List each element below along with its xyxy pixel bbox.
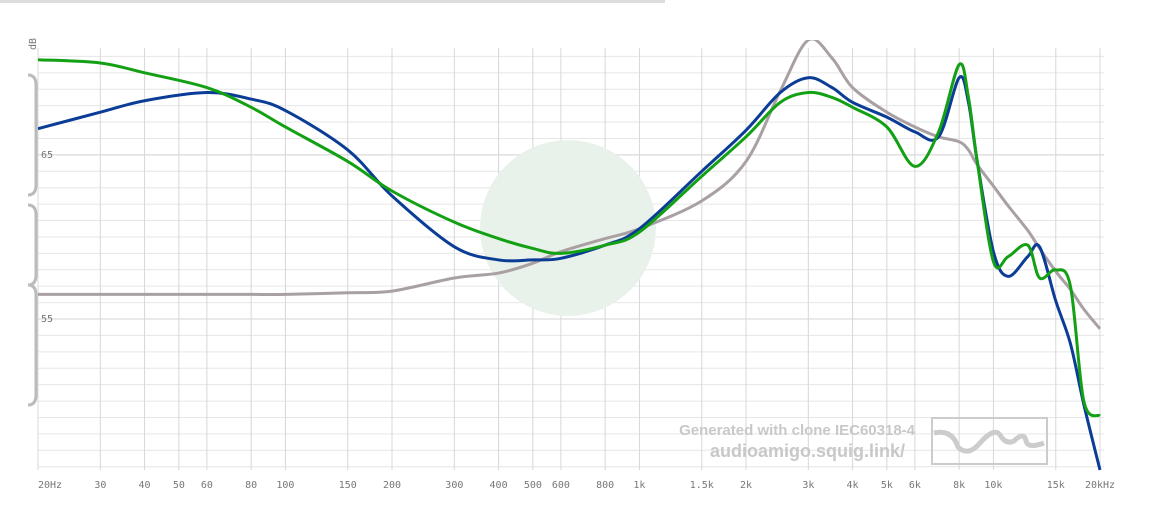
top-bar [0, 0, 665, 3]
scale-handle[interactable] [27, 73, 38, 407]
x-tick-label: 40 [139, 480, 151, 491]
x-tick-label: 4k [847, 480, 859, 491]
x-tick-label: 600 [552, 480, 570, 491]
y-tick-label: 55 [41, 314, 53, 325]
x-tick-label: 80 [245, 480, 257, 491]
x-tick-label: 3k [802, 480, 814, 491]
watermark-text: Generated with clone IEC60318-4 [679, 422, 916, 439]
x-tick-label: 15k [1047, 480, 1065, 491]
x-tick-label: 500 [524, 480, 542, 491]
fr-line [38, 40, 1102, 330]
x-tick-label: 10k [984, 480, 1002, 491]
x-tick-label: 150 [339, 480, 357, 491]
x-tick-label: 2k [740, 480, 752, 491]
fr-line [38, 58, 1102, 418]
x-tick-label: 50 [173, 480, 185, 491]
logo-squiggle [933, 429, 1045, 454]
x-tick-label: 800 [596, 480, 614, 491]
x-tick-label: 8k [953, 480, 965, 491]
fr-line [38, 75, 1102, 471]
x-tick-label: 100 [276, 480, 294, 491]
x-tick-label: 1k [633, 480, 645, 491]
x-tick-label: 6k [909, 480, 921, 491]
x-tick-label: 30 [94, 480, 106, 491]
x-tick-label: 1.5k [690, 480, 714, 491]
x-tick-label: 60 [201, 480, 213, 491]
watermark-text: audioamigo.squig.link/ [710, 441, 905, 461]
x-tick-label: 20Hz [38, 480, 62, 491]
logo-box [931, 417, 1048, 465]
logo-watermark [480, 140, 656, 316]
x-tick-label: 200 [383, 480, 401, 491]
x-tick-label: 300 [445, 480, 463, 491]
x-tick-label: 20kHz [1085, 480, 1115, 491]
x-tick-label: 400 [490, 480, 508, 491]
x-tick-label: 5k [881, 480, 893, 491]
y-tick-label: 65 [41, 150, 53, 161]
y-axis-label: dB [28, 38, 39, 50]
